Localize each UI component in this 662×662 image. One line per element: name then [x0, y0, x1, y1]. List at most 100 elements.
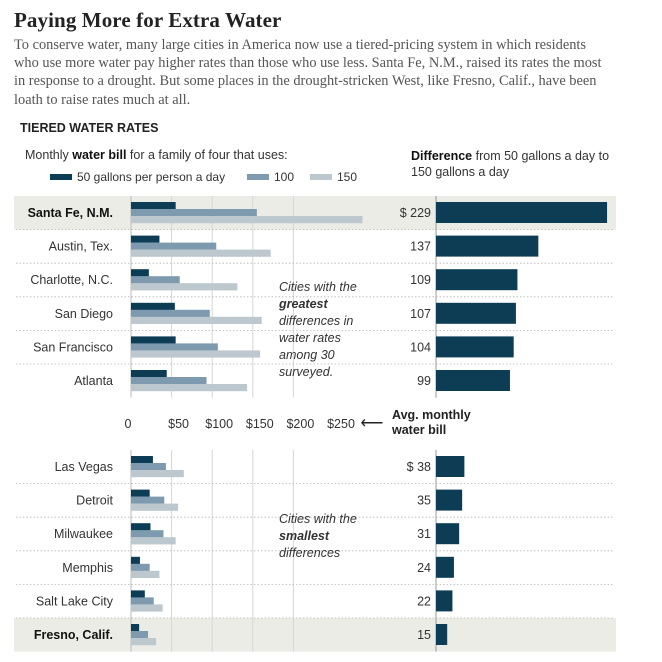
bar-100-austin-tex	[131, 242, 217, 250]
row-highlight-fresno-calif	[14, 618, 616, 652]
difference-label-san-diego: 107	[410, 307, 431, 321]
city-label-austin-tex: Austin, Tex.	[49, 240, 113, 254]
bar-150-charlotte-n-c	[131, 283, 238, 291]
bar-150-salt-lake-city	[131, 604, 163, 612]
difference-label-atlanta: 99	[417, 374, 431, 388]
difference-label-las-vegas: $ 38	[407, 460, 431, 474]
bar-100-san-francisco	[131, 343, 218, 351]
bar-50-fresno-calif	[131, 624, 140, 632]
bar-150-detroit	[131, 503, 179, 511]
section-title: TIERED WATER RATES	[20, 121, 159, 135]
note-greatest: Cities with the greatest differences in …	[279, 279, 379, 381]
axis-arrow-icon: ⟵	[361, 415, 384, 432]
bar-100-santa-fe-n-m	[131, 209, 257, 217]
note-greatest-pre: Cities with the	[279, 280, 357, 294]
bar-50-san-diego	[131, 302, 175, 310]
bar-100-fresno-calif	[131, 631, 149, 639]
difference-label-memphis: 24	[417, 561, 431, 575]
x-tick-label: $50	[168, 417, 189, 431]
bar-150-las-vegas	[131, 470, 184, 478]
bar-100-detroit	[131, 496, 165, 504]
left-header-prefix: Monthly	[25, 148, 73, 162]
difference-label-austin-tex: 137	[410, 240, 431, 254]
legend-swatch-100	[247, 174, 269, 180]
legend-item-100: 100	[247, 170, 294, 184]
difference-label-detroit: 35	[417, 494, 431, 508]
bar-100-memphis	[131, 563, 150, 571]
city-label-milwaukee: Milwaukee	[54, 527, 113, 541]
legend-label-50: 50 gallons per person a day	[77, 170, 226, 184]
left-header-bold: water bill	[72, 148, 127, 162]
bar-50-salt-lake-city	[131, 590, 145, 598]
note-smallest-post: differences	[279, 546, 341, 560]
left-header-suffix: for a family of four that uses:	[126, 148, 288, 162]
note-smallest: Cities with the smallest differences	[279, 511, 379, 562]
difference-label-charlotte-n-c: 109	[410, 273, 431, 287]
difference-label-san-francisco: 104	[410, 340, 431, 354]
bar-50-memphis	[131, 556, 140, 564]
difference-bar-santa-fe-n-m	[436, 202, 608, 223]
city-label-las-vegas: Las Vegas	[55, 460, 113, 474]
city-label-detroit: Detroit	[76, 494, 113, 508]
bar-150-san-diego	[131, 316, 262, 324]
x-tick-label: $200	[286, 417, 314, 431]
intro-text: To conserve water, many large cities in …	[14, 37, 602, 108]
difference-label-fresno-calif: 15	[417, 628, 431, 642]
x-tick-label: $150	[246, 417, 274, 431]
note-greatest-bold: greatest	[279, 297, 328, 311]
legend-item-50: 50 gallons per person a day	[50, 170, 225, 184]
legend-item-150: 150	[310, 170, 357, 184]
city-label-san-francisco: San Francisco	[33, 340, 113, 354]
bar-150-milwaukee	[131, 537, 176, 545]
bar-100-salt-lake-city	[131, 597, 154, 605]
difference-bar-fresno-calif	[436, 624, 448, 645]
bar-150-austin-tex	[131, 249, 271, 257]
bar-100-milwaukee	[131, 530, 164, 538]
bar-50-detroit	[131, 489, 150, 497]
legend-swatch-50	[50, 174, 72, 180]
x-tick-label: $100	[205, 417, 233, 431]
difference-bar-austin-tex	[436, 235, 539, 257]
note-smallest-bold: smallest	[279, 529, 330, 543]
bar-50-san-francisco	[131, 336, 176, 344]
legend-label-150: 150	[337, 170, 358, 184]
right-header-bold: Difference	[411, 149, 473, 163]
city-label-fresno-calif: Fresno, Calif.	[34, 628, 113, 642]
right-header-rest: from 50 gallons a day to 150 gallons a d…	[411, 149, 610, 179]
difference-bar-san-diego	[436, 302, 516, 324]
bar-150-san-francisco	[131, 350, 261, 358]
difference-bar-detroit	[436, 489, 463, 511]
city-label-atlanta: Atlanta	[74, 374, 113, 388]
city-label-salt-lake-city: Salt Lake City	[36, 594, 114, 608]
bar-50-charlotte-n-c	[131, 269, 149, 277]
city-label-charlotte-n-c: Charlotte, N.C.	[30, 273, 113, 287]
bar-100-las-vegas	[131, 463, 166, 471]
bar-50-milwaukee	[131, 523, 151, 531]
difference-bar-las-vegas	[436, 456, 465, 477]
bar-50-austin-tex	[131, 235, 160, 243]
difference-label-santa-fe-n-m: $ 229	[400, 206, 431, 220]
headline: Paying More for Extra Water	[14, 8, 282, 32]
bar-150-santa-fe-n-m	[131, 216, 363, 224]
legend-label-100: 100	[274, 170, 295, 184]
difference-bar-charlotte-n-c	[436, 269, 518, 291]
difference-bar-san-francisco	[436, 336, 514, 358]
difference-label-milwaukee: 31	[417, 527, 431, 541]
bar-100-charlotte-n-c	[131, 276, 180, 284]
difference-bar-milwaukee	[436, 523, 460, 545]
difference-bar-memphis	[436, 556, 454, 578]
bar-150-atlanta	[131, 384, 248, 392]
bar-150-memphis	[131, 570, 160, 578]
city-label-san-diego: San Diego	[55, 307, 113, 321]
bar-100-san-diego	[131, 309, 210, 317]
difference-label-salt-lake-city: 22	[417, 594, 431, 608]
legend-swatch-150	[310, 174, 332, 180]
bar-50-atlanta	[131, 370, 167, 378]
city-label-santa-fe-n-m: Santa Fe, N.M.	[28, 206, 113, 220]
bar-50-santa-fe-n-m	[131, 202, 176, 210]
avg-axis-label: Avg. monthly water bill	[392, 408, 471, 437]
city-label-memphis: Memphis	[62, 561, 113, 575]
bar-50-las-vegas	[131, 456, 153, 464]
right-header: Difference from 50 gallons a day to 150 …	[411, 148, 621, 180]
